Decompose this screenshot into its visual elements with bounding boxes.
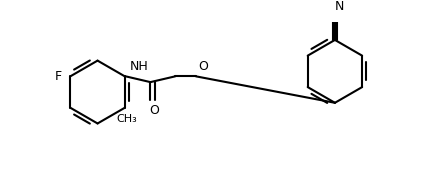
- Text: O: O: [149, 104, 159, 117]
- Text: NH: NH: [130, 60, 148, 73]
- Text: CH₃: CH₃: [116, 114, 137, 124]
- Text: F: F: [55, 70, 62, 83]
- Text: O: O: [198, 60, 208, 73]
- Text: N: N: [335, 1, 344, 13]
